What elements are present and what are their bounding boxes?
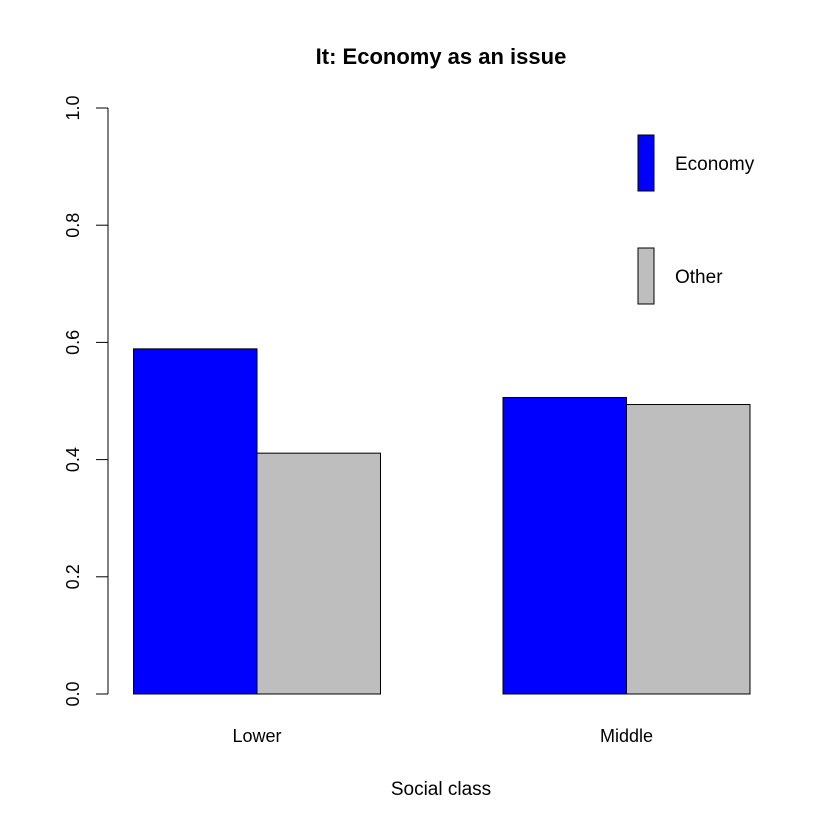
chart-title: It: Economy as an issue — [316, 44, 567, 69]
bar-lower-other — [256, 452, 381, 695]
x-tick-label: Lower — [232, 726, 281, 746]
y-tick-label: 0.4 — [63, 447, 83, 472]
x-tick-label: Middle — [600, 726, 653, 746]
bar-middle-other — [626, 404, 751, 695]
legend-swatch-economy — [637, 134, 655, 192]
x-axis-labels: Lower Middle — [232, 726, 653, 746]
bar-middle-economy — [502, 396, 627, 695]
y-tick-label: 0.0 — [63, 681, 83, 706]
y-tick-label: 0.2 — [63, 564, 83, 589]
legend-swatch-other — [637, 247, 655, 305]
legend-label-other: Other — [675, 267, 723, 288]
bar-lower-economy — [133, 348, 258, 695]
bars — [133, 348, 751, 695]
y-tick-label: 0.8 — [63, 213, 83, 238]
y-tick-label: 1.0 — [63, 95, 83, 120]
legend-label-economy: Economy — [675, 154, 755, 175]
y-axis: 0.0 0.2 0.4 0.6 0.8 1.0 — [63, 95, 109, 707]
y-tick-label: 0.6 — [63, 330, 83, 355]
x-axis-label: Social class — [391, 779, 491, 800]
legend: Economy Other — [637, 134, 755, 305]
